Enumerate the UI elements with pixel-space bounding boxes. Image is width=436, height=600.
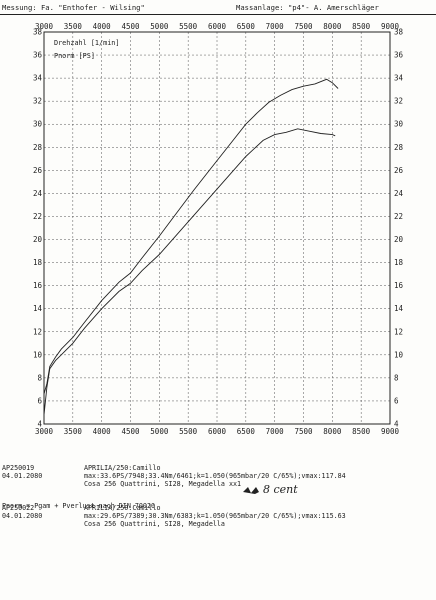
run-id: AP250019 [2, 464, 35, 473]
y-tick-label: 12 [33, 327, 42, 336]
x-tick-label: 5500 [179, 427, 198, 436]
x-tick-label: 6000 [208, 427, 227, 436]
x-tick-label: 3500 [64, 427, 83, 436]
y-tick-label-right: 20 [394, 235, 404, 244]
y-tick-label: 32 [33, 97, 42, 106]
test-bench-label: Massanlage: "p4"- A. Amerschläger [236, 3, 379, 12]
run-setup: Cosa 256 Quattrini, SI28, Megadella [84, 519, 225, 528]
y-tick-label: 20 [33, 235, 43, 244]
y-tick-label: 8 [37, 373, 42, 382]
y-tick-label: 38 [33, 28, 43, 37]
y-tick-label-right: 24 [394, 189, 404, 198]
x-tick-label: 8500 [352, 427, 371, 436]
y-tick-label: 36 [33, 51, 43, 60]
y-tick-label: 30 [33, 120, 43, 129]
x-tick-label-top: 4500 [121, 22, 140, 31]
y-tick-label: 6 [37, 396, 42, 405]
y-tick-label: 24 [33, 189, 43, 198]
run-info-2: AP250022 04.01.2080 APRILIA/250:Camillo … [2, 504, 432, 529]
run-info-1: AP250019 04.01.2080 APRILIA/250:Camillo … [2, 464, 432, 489]
run-setup: Cosa 256 Quattrini, SI28, Megadella xx1 [84, 480, 242, 489]
power-curve-1 [43, 78, 339, 395]
y-tick-label-right: 26 [394, 166, 404, 175]
x-tick-label-top: 5500 [179, 22, 198, 31]
measurement-label: Messung: Fa. "Enthofer - Wilsing" [2, 3, 145, 12]
y-tick-label: 28 [33, 143, 43, 152]
x-tick-label: 5000 [150, 427, 169, 436]
legend-entry: Drehzahl [1/min] [54, 39, 119, 47]
y-tick-label-right: 28 [394, 143, 404, 152]
header-divider [0, 14, 436, 15]
handwritten-annotation: 8 cent [243, 483, 298, 496]
y-tick-label: 26 [33, 166, 43, 175]
x-tick-label: 9000 [381, 427, 400, 436]
run-id: AP250022 [2, 503, 35, 512]
run-max-values: max:33.6PS/7948;33.4Nm/6461;k=1.050(965m… [84, 472, 346, 481]
ink-scribble [243, 487, 259, 494]
y-tick-label: 4 [37, 420, 42, 429]
x-tick-label-top: 3500 [64, 22, 83, 31]
legend-entry: Pnorm [PS] [54, 52, 95, 60]
dyno-chart: 3000 3000 3500 3500 4000 4000 4500 4500 5000 5000… [33, 22, 404, 436]
x-tick-label: 6500 [237, 427, 256, 436]
x-tick-label-top: 7000 [266, 22, 285, 31]
x-tick-label-top: 6000 [208, 22, 227, 31]
run-vehicle: APRILIA/250:Camillo [84, 464, 161, 473]
run-date: 04.01.2080 [2, 511, 43, 520]
run-max-values: max:29.6PS/7389;30.3Nm/6383;k=1.050(965m… [84, 511, 346, 520]
y-tick-label-right: 14 [394, 304, 404, 313]
plot-frame [43, 31, 391, 425]
x-tick-label-top: 6500 [237, 22, 256, 31]
y-tick-label-right: 8 [394, 373, 399, 382]
y-tick-label-right: 36 [394, 51, 404, 60]
x-tick-label-top: 4000 [93, 22, 112, 31]
y-tick-label-right: 30 [394, 120, 404, 129]
x-tick-label: 8000 [323, 427, 342, 436]
power-curve-2 [43, 128, 336, 415]
y-tick-label-right: 32 [394, 97, 403, 106]
y-tick-label-right: 4 [394, 420, 399, 429]
y-tick-label: 16 [33, 281, 43, 290]
x-tick-label: 3000 [35, 427, 54, 436]
y-tick-label: 22 [33, 212, 42, 221]
y-tick-label-right: 10 [394, 350, 404, 359]
y-tick-label-right: 16 [394, 281, 404, 290]
x-tick-label-top: 8000 [323, 22, 342, 31]
x-tick-label-top: 9000 [381, 22, 400, 31]
x-tick-label-top: 3000 [35, 22, 54, 31]
x-tick-label: 4000 [93, 427, 112, 436]
y-tick-label-right: 38 [394, 28, 404, 37]
x-tick-label: 4500 [121, 427, 140, 436]
x-tick-label-top: 8500 [352, 22, 371, 31]
y-tick-label: 34 [33, 74, 43, 83]
run-info-block: AP250019 04.01.2080 APRILIA/250:Camillo … [2, 448, 432, 537]
x-tick-label-top: 5000 [150, 22, 169, 31]
run-vehicle: APRILIA/250:Camillo [84, 503, 161, 512]
y-tick-label-right: 18 [394, 258, 404, 267]
formula-note: Pnorm = Pgam + Pverlust nach DIN 70020 [2, 502, 155, 510]
y-tick-label-right: 22 [394, 212, 403, 221]
y-tick-label: 18 [33, 258, 43, 267]
x-tick-label-top: 7500 [294, 22, 313, 31]
measurement-header: Messung: Fa. "Enthofer - Wilsing" Massan… [0, 0, 436, 16]
y-tick-label-right: 12 [394, 327, 403, 336]
handwritten-note: 8 cent [263, 483, 298, 496]
x-tick-label: 7500 [294, 427, 313, 436]
x-tick-label: 7000 [266, 427, 285, 436]
run-date: 04.01.2080 [2, 472, 43, 481]
y-tick-label: 10 [33, 350, 43, 359]
y-tick-label-right: 34 [394, 74, 404, 83]
y-tick-label: 14 [33, 304, 43, 313]
y-tick-label-right: 6 [394, 396, 399, 405]
